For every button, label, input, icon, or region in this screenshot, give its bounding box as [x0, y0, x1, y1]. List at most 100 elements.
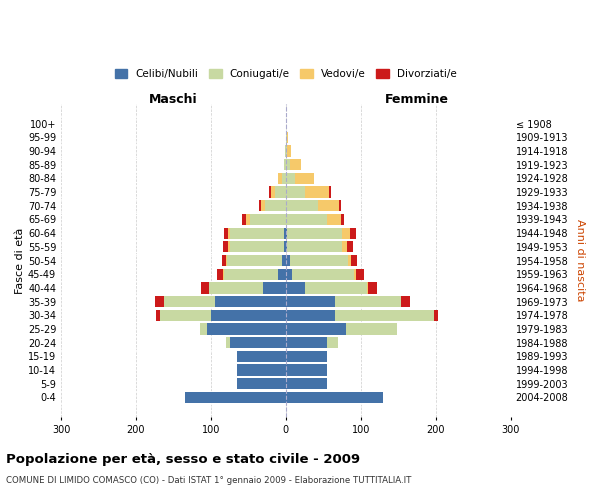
Bar — [282, 172, 286, 184]
Bar — [250, 214, 286, 225]
Bar — [286, 159, 290, 170]
Bar — [222, 255, 226, 266]
Bar — [224, 228, 228, 238]
Bar — [305, 282, 367, 294]
Bar — [207, 324, 286, 334]
Legend: Celibi/Nubili, Coniugati/e, Vedovi/e, Divorziati/e: Celibi/Nubili, Coniugati/e, Vedovi/e, Di… — [111, 65, 461, 84]
Bar — [295, 172, 314, 184]
Bar — [287, 241, 342, 252]
Text: Popolazione per età, sesso e stato civile - 2009: Popolazione per età, sesso e stato civil… — [6, 452, 360, 466]
Bar — [286, 268, 292, 280]
Bar — [286, 214, 327, 225]
Bar — [286, 378, 327, 390]
Bar — [287, 228, 342, 238]
Y-axis label: Anni di nascita: Anni di nascita — [575, 220, 585, 302]
Bar — [327, 214, 341, 225]
Bar — [286, 364, 327, 376]
Bar — [282, 255, 286, 266]
Bar — [286, 255, 290, 266]
Bar — [227, 255, 282, 266]
Bar — [305, 186, 329, 198]
Bar — [350, 228, 356, 238]
Bar — [259, 200, 261, 211]
Bar — [230, 228, 284, 238]
Bar — [246, 214, 250, 225]
Bar — [269, 186, 271, 198]
Bar — [286, 172, 295, 184]
Bar — [367, 282, 368, 294]
Bar — [160, 310, 211, 321]
Bar — [434, 310, 438, 321]
Bar — [287, 132, 288, 143]
Bar — [292, 268, 354, 280]
Bar — [275, 186, 286, 198]
Bar — [287, 146, 291, 156]
Bar — [284, 159, 286, 170]
Bar — [286, 337, 327, 348]
Bar — [284, 228, 286, 238]
Bar — [278, 268, 286, 280]
Bar — [286, 296, 335, 307]
Bar — [278, 172, 282, 184]
Bar — [209, 282, 263, 294]
Bar — [335, 310, 434, 321]
Bar — [286, 241, 287, 252]
Bar — [261, 200, 265, 211]
Bar — [285, 146, 286, 156]
Bar — [286, 200, 318, 211]
Bar — [284, 241, 286, 252]
Bar — [318, 200, 339, 211]
Bar — [226, 337, 230, 348]
Y-axis label: Fasce di età: Fasce di età — [15, 228, 25, 294]
Bar — [347, 241, 353, 252]
Bar — [265, 200, 286, 211]
Bar — [215, 296, 286, 307]
Bar — [286, 186, 305, 198]
Bar — [242, 214, 246, 225]
Bar — [286, 324, 346, 334]
Bar — [237, 351, 286, 362]
Bar — [354, 268, 356, 280]
Bar — [342, 228, 350, 238]
Text: Maschi: Maschi — [149, 93, 198, 106]
Bar — [201, 282, 209, 294]
Text: Femmine: Femmine — [385, 93, 449, 106]
Bar — [228, 228, 230, 238]
Bar — [327, 337, 338, 348]
Bar — [164, 296, 215, 307]
Bar — [211, 310, 286, 321]
Bar — [237, 378, 286, 390]
Bar — [155, 296, 164, 307]
Bar — [230, 337, 286, 348]
Bar — [290, 255, 348, 266]
Bar — [356, 268, 364, 280]
Bar — [286, 228, 287, 238]
Bar — [346, 324, 397, 334]
Bar — [223, 241, 228, 252]
Bar — [156, 310, 160, 321]
Bar — [230, 241, 284, 252]
Bar — [185, 392, 286, 403]
Bar — [286, 351, 327, 362]
Bar — [223, 268, 224, 280]
Bar — [290, 159, 301, 170]
Bar — [286, 392, 383, 403]
Bar — [341, 214, 344, 225]
Bar — [217, 268, 223, 280]
Bar — [335, 296, 401, 307]
Bar — [237, 364, 286, 376]
Bar — [226, 255, 227, 266]
Bar — [286, 282, 305, 294]
Bar — [286, 132, 287, 143]
Bar — [401, 296, 410, 307]
Bar — [286, 310, 335, 321]
Text: COMUNE DI LIMIDO COMASCO (CO) - Dati ISTAT 1° gennaio 2009 - Elaborazione TUTTIT: COMUNE DI LIMIDO COMASCO (CO) - Dati IST… — [6, 476, 412, 485]
Bar — [329, 186, 331, 198]
Bar — [342, 241, 347, 252]
Bar — [348, 255, 351, 266]
Bar — [271, 186, 275, 198]
Bar — [228, 241, 230, 252]
Bar — [224, 268, 278, 280]
Bar — [339, 200, 341, 211]
Bar — [286, 146, 287, 156]
